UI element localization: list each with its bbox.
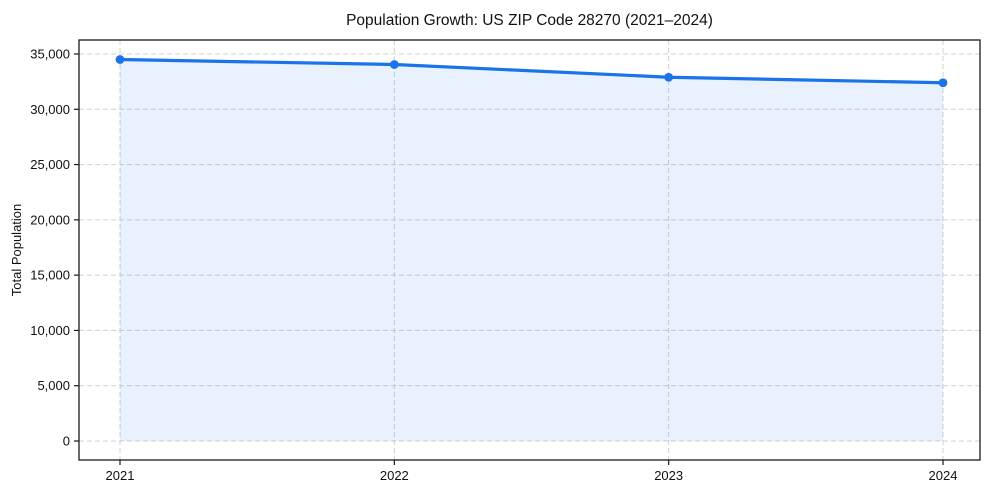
x-tick-label: 2022 [380,468,409,483]
area-fill [120,59,943,442]
x-tick-label: 2023 [654,468,683,483]
y-tick-label: 0 [63,434,70,449]
series-layer [115,55,948,442]
chart-title: Population Growth: US ZIP Code 28270 (20… [346,12,713,29]
y-tick-label: 35,000 [30,47,70,62]
x-tick-label: 2024 [929,468,958,483]
y-axis-title: Total Population [9,204,24,297]
y-tick-label: 30,000 [30,102,70,117]
data-point [389,60,399,69]
y-tick-label: 15,000 [30,268,70,283]
y-tick-label: 10,000 [30,323,70,338]
series-line [118,57,945,85]
data-point [664,72,674,82]
x-tick-label: 2021 [106,468,135,483]
y-tick-label: 20,000 [30,212,70,227]
y-tick-label: 25,000 [30,157,70,172]
data-point [938,78,948,88]
y-tick-label: 5,000 [37,378,70,393]
grid-layer [79,40,980,460]
axes-layer: 0 5,000 10,000 15,000 20,000 25,000 30,000 35,0… [30,39,981,483]
data-point [115,55,125,64]
plot-border [78,39,981,461]
